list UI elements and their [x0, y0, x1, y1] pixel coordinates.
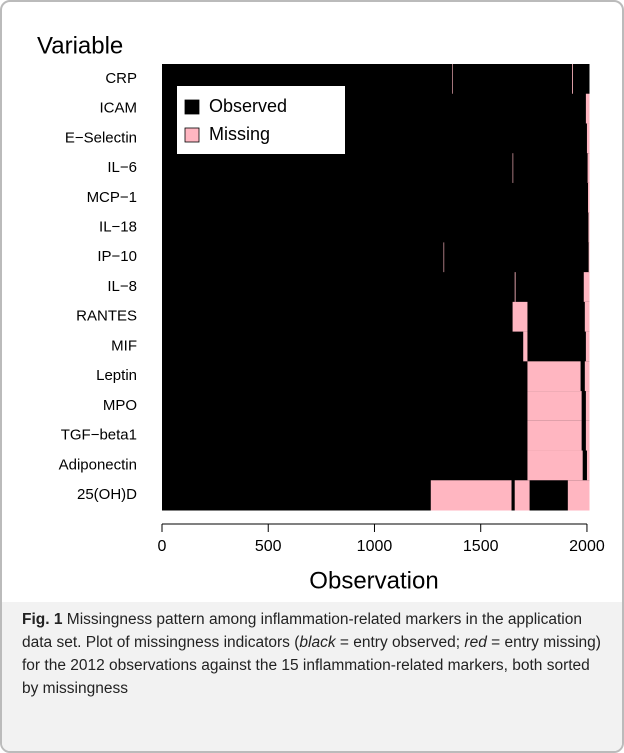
y-tick-label: Leptin	[96, 367, 137, 384]
missing-segment	[588, 212, 590, 243]
missing-segment	[585, 331, 590, 362]
x-tick-label: 500	[255, 538, 282, 555]
missing-segment	[586, 123, 590, 154]
observed-row	[162, 420, 590, 452]
missing-segment	[512, 301, 528, 333]
missing-segment	[512, 153, 514, 184]
caption: Fig. 1 Missingness pattern among inflamm…	[2, 602, 622, 751]
observed-row	[162, 153, 590, 184]
missing-segment	[514, 480, 530, 511]
observed-row	[162, 331, 590, 362]
y-axis-title: Variable	[37, 32, 123, 59]
y-tick-label: 25(OH)D	[77, 486, 137, 503]
y-tick-label: IL−18	[99, 219, 137, 236]
legend-label: Observed	[209, 96, 287, 116]
observed-row	[162, 450, 590, 481]
missing-segment	[527, 361, 581, 392]
caption-text: = entry observed;	[335, 634, 465, 651]
chart: Variable Observation CRP ICAM E−Selectin IL…	[37, 32, 605, 594]
y-tick-label: CRP	[105, 70, 137, 87]
legend-swatch	[184, 99, 200, 115]
missing-segment	[584, 361, 590, 392]
caption-text: Missingness pattern among inflammation-r…	[22, 611, 582, 651]
observed-row	[162, 212, 590, 243]
y-tick-label: ICAM	[100, 100, 138, 117]
observed-row	[162, 242, 590, 273]
y-tick-label: IL−8	[107, 278, 137, 295]
y-tick-label: MCP−1	[87, 189, 137, 206]
y-tick-label: MIF	[111, 337, 137, 354]
legend-swatch	[184, 127, 200, 143]
x-tick-label: 1000	[357, 538, 393, 555]
y-tick-label: IP−10	[97, 248, 137, 265]
missing-segment	[523, 331, 528, 362]
x-tick-label: 0	[158, 538, 167, 555]
missing-segment	[584, 301, 590, 333]
caption-text: black	[299, 634, 336, 651]
missing-segment	[452, 64, 453, 95]
missing-segment	[514, 272, 516, 303]
y-tick-label: TGF−beta1	[61, 427, 137, 444]
missing-segment	[587, 153, 590, 184]
y-tick-label: RANTES	[76, 308, 137, 325]
missing-segment	[567, 480, 590, 511]
missing-segment	[585, 93, 590, 124]
observed-row	[162, 391, 590, 422]
caption-text: = entry missing) for the 2012 observatio…	[22, 634, 601, 697]
x-axis-title: Observation	[309, 567, 438, 594]
missing-segment	[586, 450, 590, 481]
missing-segment	[583, 272, 590, 303]
y-tick-label: IL−6	[107, 159, 137, 176]
y-tick-label: Adiponectin	[59, 456, 137, 473]
x-tick-label: 1500	[463, 538, 499, 555]
missing-segment	[430, 480, 512, 511]
missing-segment	[588, 242, 590, 273]
observed-row	[162, 182, 590, 214]
missing-segment	[588, 182, 590, 214]
missing-segment	[572, 64, 573, 95]
missing-segment	[527, 450, 583, 481]
observed-row	[162, 361, 590, 392]
observed-row	[162, 272, 590, 303]
y-tick-label: E−Selectin	[65, 129, 137, 146]
y-tick-label: MPO	[103, 397, 137, 414]
missing-segment	[527, 391, 582, 422]
x-tick-label: 2000	[569, 538, 605, 555]
missing-segment	[585, 420, 590, 452]
caption-label: Fig. 1	[22, 611, 63, 628]
missing-segment	[585, 391, 590, 422]
legend-box	[177, 86, 345, 154]
legend-label: Missing	[209, 124, 270, 144]
missing-segment	[443, 242, 445, 273]
caption-text: red	[464, 634, 487, 651]
missing-segment	[527, 420, 582, 452]
